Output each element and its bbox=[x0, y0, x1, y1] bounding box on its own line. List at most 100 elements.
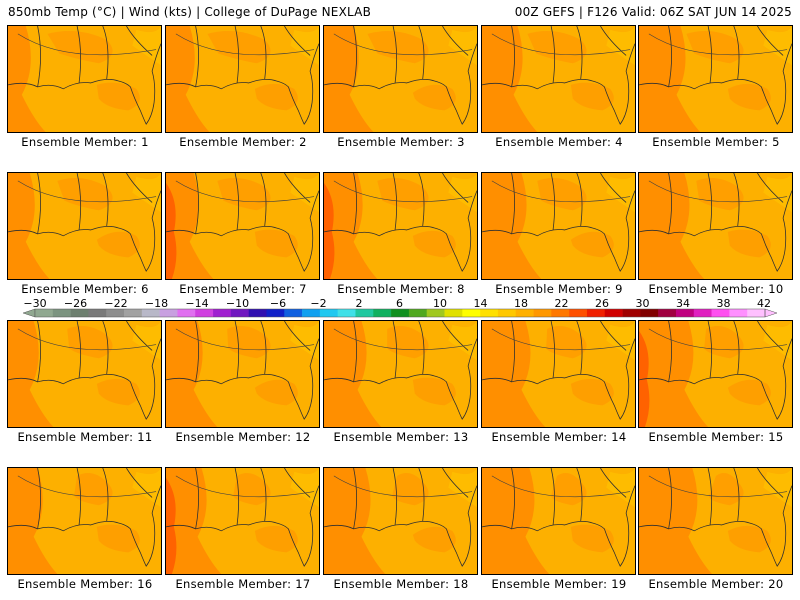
ensemble-member-label: Ensemble Member: 19 bbox=[491, 577, 627, 591]
color-legend: −30 −26 −22 −18 −14 −10 −6 −2 2 6 10 14 18 22 26 30 34 38… bbox=[0, 297, 800, 321]
ensemble-panel bbox=[165, 25, 320, 133]
temperature-map bbox=[8, 321, 161, 427]
legend-tick-label: 26 bbox=[595, 297, 609, 310]
legend-swatch bbox=[391, 309, 410, 317]
legend-swatch bbox=[159, 309, 178, 317]
ensemble-member-label: Ensemble Member: 15 bbox=[648, 430, 784, 444]
chart-title: 850mb Temp (°C) | Wind (kts) | College o… bbox=[8, 5, 372, 19]
legend-tick-label: 2 bbox=[356, 297, 363, 310]
valid-time: 00Z GEFS | F126 Valid: 06Z SAT JUN 14 20… bbox=[514, 5, 792, 19]
legend-swatch bbox=[408, 309, 428, 317]
ensemble-panel bbox=[638, 172, 793, 280]
ensemble-panel bbox=[7, 172, 162, 280]
ensemble-member-label: Ensemble Member: 13 bbox=[333, 430, 469, 444]
legend-swatch bbox=[373, 309, 392, 317]
temperature-map bbox=[639, 321, 792, 427]
ensemble-member-label: Ensemble Member: 14 bbox=[491, 430, 627, 444]
legend-tick-label: −2 bbox=[310, 297, 326, 310]
legend-swatch bbox=[640, 309, 659, 317]
ensemble-panel bbox=[7, 320, 162, 428]
legend-swatch bbox=[70, 309, 89, 317]
legend-swatch bbox=[106, 309, 125, 317]
legend-swatch bbox=[551, 309, 570, 317]
legend-tick-label: 34 bbox=[676, 297, 690, 310]
legend-swatch bbox=[35, 309, 54, 317]
legend-tick-label: 42 bbox=[757, 297, 771, 310]
legend-swatch bbox=[52, 309, 71, 317]
legend-swatch bbox=[693, 309, 712, 317]
legend-swatch bbox=[569, 309, 588, 317]
temperature-map bbox=[8, 468, 161, 574]
legend-swatch bbox=[658, 309, 677, 317]
ensemble-panel bbox=[323, 467, 478, 575]
ensemble-panel bbox=[7, 25, 162, 133]
temperature-map bbox=[639, 173, 792, 279]
ensemble-member-label: Ensemble Member: 2 bbox=[179, 135, 307, 149]
temperature-map bbox=[166, 26, 319, 132]
legend-swatch bbox=[515, 309, 534, 317]
temperature-map bbox=[324, 321, 477, 427]
legend-swatch bbox=[195, 309, 214, 317]
legend-swatch bbox=[213, 309, 232, 317]
temperature-map bbox=[482, 468, 635, 574]
ensemble-member-label: Ensemble Member: 16 bbox=[17, 577, 153, 591]
ensemble-member-label: Ensemble Member: 18 bbox=[333, 577, 469, 591]
temperature-map bbox=[639, 26, 792, 132]
legend-swatch bbox=[622, 309, 641, 317]
ensemble-member-label: Ensemble Member: 1 bbox=[21, 135, 149, 149]
ensemble-member-label: Ensemble Member: 20 bbox=[648, 577, 784, 591]
ensemble-panel bbox=[165, 320, 320, 428]
legend-swatch bbox=[284, 309, 303, 317]
legend-tick-label: −6 bbox=[270, 297, 286, 310]
legend-swatch bbox=[230, 309, 249, 317]
temperature-map bbox=[324, 173, 477, 279]
legend-swatch bbox=[497, 309, 517, 317]
legend-swatch bbox=[747, 309, 766, 317]
ensemble-panel bbox=[481, 467, 636, 575]
ensemble-member-label: Ensemble Member: 7 bbox=[179, 282, 307, 296]
legend-swatch bbox=[141, 309, 160, 317]
legend-swatch bbox=[355, 309, 374, 317]
temperature-map bbox=[482, 321, 635, 427]
ensemble-panel bbox=[638, 25, 793, 133]
ensemble-member-label: Ensemble Member: 17 bbox=[175, 577, 311, 591]
legend-swatch bbox=[729, 309, 748, 317]
ensemble-panel bbox=[323, 25, 478, 133]
legend-swatch bbox=[675, 309, 695, 317]
legend-swatch bbox=[533, 309, 552, 317]
legend-tick-label: −30 bbox=[23, 297, 46, 310]
legend-tick-label: −14 bbox=[185, 297, 208, 310]
temperature-map bbox=[8, 26, 161, 132]
legend-swatch bbox=[462, 309, 481, 317]
ensemble-member-label: Ensemble Member: 6 bbox=[21, 282, 149, 296]
legend-tick-label: 10 bbox=[433, 297, 447, 310]
ensemble-member-label: Ensemble Member: 8 bbox=[337, 282, 465, 296]
legend-swatch bbox=[319, 309, 338, 317]
legend-swatch bbox=[480, 309, 499, 317]
temperature-map bbox=[166, 321, 319, 427]
legend-swatch bbox=[337, 309, 356, 317]
legend-swatch bbox=[88, 309, 107, 317]
legend-swatch bbox=[248, 309, 267, 317]
ensemble-panel bbox=[7, 467, 162, 575]
legend-tick-label: 22 bbox=[555, 297, 569, 310]
legend-tick-label: 18 bbox=[514, 297, 528, 310]
legend-swatch bbox=[444, 309, 463, 317]
legend-swatch bbox=[302, 309, 321, 317]
ensemble-member-label: Ensemble Member: 4 bbox=[495, 135, 623, 149]
ensemble-member-label: Ensemble Member: 10 bbox=[648, 282, 784, 296]
legend-swatch bbox=[711, 309, 730, 317]
legend-swatch bbox=[604, 309, 623, 317]
temperature-map bbox=[8, 173, 161, 279]
ensemble-member-label: Ensemble Member: 5 bbox=[652, 135, 780, 149]
temperature-map bbox=[482, 26, 635, 132]
legend-tick-label: −10 bbox=[226, 297, 249, 310]
ensemble-panel bbox=[481, 172, 636, 280]
legend-tick-label: −18 bbox=[145, 297, 168, 310]
legend-tick-label: −22 bbox=[104, 297, 127, 310]
temperature-map bbox=[166, 173, 319, 279]
legend-swatch bbox=[266, 309, 285, 317]
temperature-map bbox=[324, 468, 477, 574]
ensemble-panel bbox=[638, 467, 793, 575]
ensemble-member-label: Ensemble Member: 11 bbox=[17, 430, 153, 444]
